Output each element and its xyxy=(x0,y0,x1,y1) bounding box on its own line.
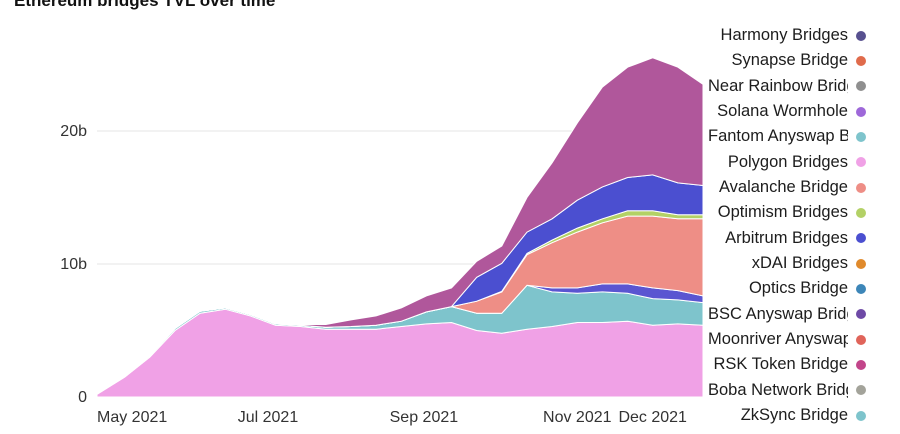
legend-item[interactable]: Moonriver Anyswap Bridge xyxy=(708,327,888,352)
legend-item[interactable]: Near Rainbow Bridge xyxy=(708,74,888,99)
area-harmony-bridges xyxy=(96,57,704,395)
legend-item[interactable]: Optimism Bridges xyxy=(708,200,888,225)
legend-label: Harmony Bridges xyxy=(720,26,848,45)
legend-label: Synapse Bridge xyxy=(731,51,849,70)
legend-label: BSC Anyswap Bridge xyxy=(708,304,848,323)
legend-item[interactable]: Optics Bridge xyxy=(708,276,888,301)
legend-swatch xyxy=(856,283,866,294)
legend-label: Fantom Anyswap Bridge xyxy=(708,127,848,146)
legend-label: Arbitrum Bridges xyxy=(725,228,848,247)
legend-swatch xyxy=(856,233,866,244)
legend-swatch xyxy=(856,359,866,370)
legend-label: Solana Wormhole xyxy=(717,102,848,121)
legend-swatch xyxy=(856,410,866,421)
legend-label: xDAI Bridges xyxy=(751,254,848,273)
legend-label: Polygon Bridges xyxy=(727,152,848,171)
legend-swatch xyxy=(856,106,866,117)
legend-swatch xyxy=(856,30,866,41)
y-axis-ticks: 0 10b 20b xyxy=(60,123,87,406)
y-tick-label: 20b xyxy=(60,123,87,140)
legend-item[interactable]: Polygon Bridges xyxy=(708,150,888,175)
legend-label: Moonriver Anyswap Bridge xyxy=(708,330,848,349)
legend-swatch xyxy=(856,385,866,396)
x-tick-label: Dec 2021 xyxy=(618,409,687,426)
legend-swatch xyxy=(856,334,866,345)
legend-item[interactable]: ZkSync Bridge xyxy=(708,403,888,428)
y-tick-label: 10b xyxy=(60,256,87,273)
x-tick-label: Nov 2021 xyxy=(543,409,612,426)
x-tick-label: May 2021 xyxy=(97,409,167,426)
legend-swatch xyxy=(856,157,866,168)
legend-label: Avalanche Bridge xyxy=(718,178,848,197)
legend-item[interactable]: Solana Wormhole xyxy=(708,99,888,124)
legend-item[interactable]: RSK Token Bridge xyxy=(708,352,888,377)
legend-item[interactable]: Arbitrum Bridges xyxy=(708,226,888,251)
legend-swatch xyxy=(856,131,866,142)
legend-swatch xyxy=(856,309,866,320)
legend-swatch xyxy=(856,207,866,218)
legend: Harmony Bridges Synapse Bridge Near Rainbo… xyxy=(708,23,888,428)
chart-title: Ethereum bridges TVL over time xyxy=(14,0,276,10)
legend-label: RSK Token Bridge xyxy=(713,355,848,374)
legend-swatch xyxy=(856,55,866,66)
chart-plot: 0 10b 20b May 2021 Jul 2021 Sep 2021 Nov 2021… xyxy=(60,57,704,426)
legend-swatch xyxy=(856,258,866,269)
legend-item[interactable]: Synapse Bridge xyxy=(708,48,888,73)
legend-item[interactable]: BSC Anyswap Bridge xyxy=(708,302,888,327)
legend-swatch xyxy=(856,182,866,193)
x-axis-ticks: May 2021 Jul 2021 Sep 2021 Nov 2021 Dec 2021 xyxy=(97,409,687,426)
legend-label: Optimism Bridges xyxy=(717,203,848,222)
legend-item[interactable]: Harmony Bridges xyxy=(708,23,888,48)
legend-swatch xyxy=(856,81,866,92)
x-tick-label: Sep 2021 xyxy=(390,409,459,426)
legend-item[interactable]: Boba Network Bridge xyxy=(708,378,888,403)
y-tick-label: 0 xyxy=(78,389,87,406)
legend-label: ZkSync Bridge xyxy=(740,406,848,425)
area-series xyxy=(96,57,704,398)
x-tick-label: Jul 2021 xyxy=(238,409,299,426)
legend-item[interactable]: Avalanche Bridge xyxy=(708,175,888,200)
legend-item[interactable]: xDAI Bridges xyxy=(708,251,888,276)
legend-label: Near Rainbow Bridge xyxy=(708,76,848,95)
legend-label: Optics Bridge xyxy=(748,279,848,298)
legend-item[interactable]: Fantom Anyswap Bridge xyxy=(708,124,888,149)
legend-label: Boba Network Bridge xyxy=(708,380,848,399)
